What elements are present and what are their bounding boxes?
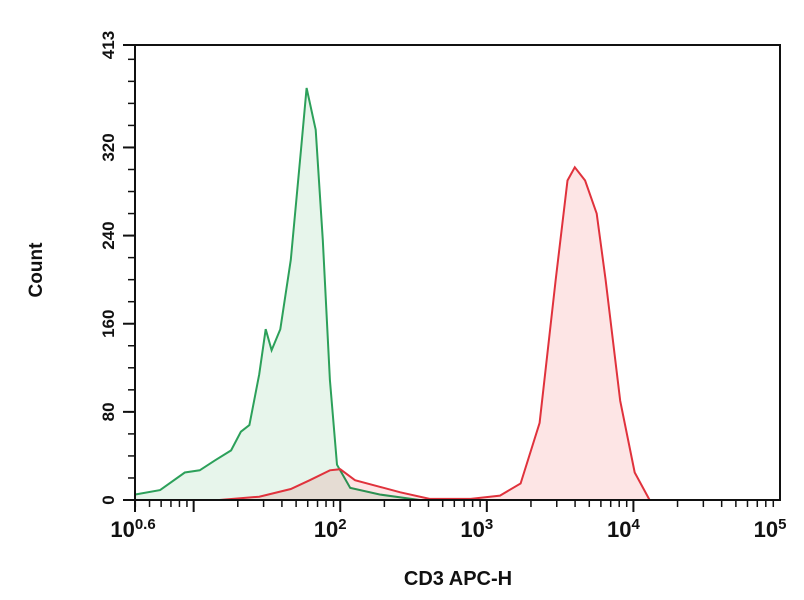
x-tick-exponent: 4 xyxy=(631,516,640,533)
x-axis-label: CD3 APC-H xyxy=(404,568,512,590)
y-axis-label: Count xyxy=(26,242,47,298)
x-tick-base: 10 xyxy=(607,517,631,542)
y-tick-label: 413 xyxy=(99,31,118,59)
x-tick-base: 10 xyxy=(460,517,484,542)
y-tick-label: 320 xyxy=(99,133,118,161)
x-tick-exponent: 2 xyxy=(338,516,346,533)
x-tick-label: 104 xyxy=(607,516,640,542)
x-tick-base: 10 xyxy=(754,517,778,542)
series-layer xyxy=(135,87,651,501)
x-tick-exponent: 0.6 xyxy=(135,516,156,533)
y-tick-label: 80 xyxy=(99,402,118,421)
series-0-fill xyxy=(135,88,420,500)
x-tick-label: 100.6 xyxy=(110,516,155,542)
x-tick-exponent: 5 xyxy=(778,516,786,533)
x-tick-base: 10 xyxy=(110,517,134,542)
series-0-line xyxy=(135,87,420,501)
x-tick-exponent: 3 xyxy=(485,516,493,533)
y-tick-label: 160 xyxy=(99,310,118,338)
plot-frame xyxy=(134,44,781,501)
x-tick-base: 10 xyxy=(314,517,338,542)
y-tick-label: 0 xyxy=(99,495,118,504)
x-tick-label: 102 xyxy=(314,516,347,542)
x-tick-label: 105 xyxy=(754,516,787,542)
x-tick-label: 103 xyxy=(460,516,493,542)
series-1-line xyxy=(219,165,651,501)
series-1-fill xyxy=(219,167,650,501)
y-tick-label: 240 xyxy=(99,221,118,249)
